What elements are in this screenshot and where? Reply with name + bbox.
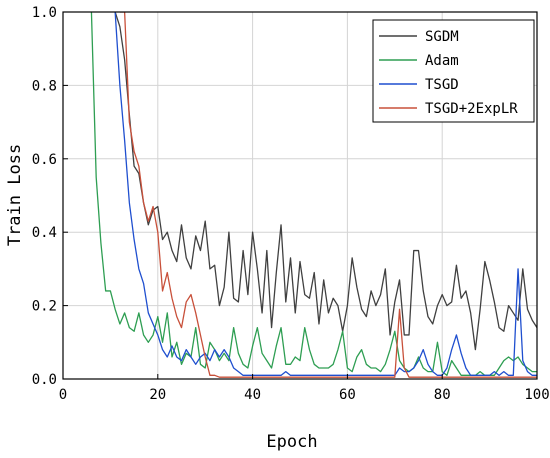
x-tick-label: 60 [339,387,356,403]
legend-box [372,19,535,123]
x-tick-label: 0 [59,387,67,403]
legend-label-tsgd-2explr: TSGD+2ExpLR [425,101,518,117]
series-line-adam [90,12,537,376]
y-tick-label: 0.4 [32,225,57,241]
legend: SGDM Adam TSGD TSGD+2ExpLR [372,19,535,123]
series-line-tsgd [114,12,537,376]
y-tick-label: 0.8 [32,78,57,94]
axis-ticks: 0 20 40 60 80 100 0.0 0.2 0.4 0.6 0.8 1.0 [32,5,550,403]
y-axis-label: Train Loss [5,144,25,246]
y-tick-label: 0.6 [32,152,57,168]
legend-label-tsgd: TSGD [425,77,459,93]
x-axis-label: Epoch [266,432,317,452]
legend-label-sgdm: SGDM [425,29,459,45]
plot-frame [62,11,538,380]
x-tick-label: 20 [149,387,166,403]
y-tick-label: 0.2 [32,299,57,315]
x-tick-label: 100 [524,387,549,403]
y-tick-label: 0.0 [32,372,57,388]
plot-area [90,12,537,378]
y-tick-label: 1.0 [32,5,57,21]
x-tick-label: 40 [244,387,261,403]
series-line-tsgd-2explr [119,12,537,378]
series-line-sgdm [114,12,537,351]
legend-label-adam: Adam [425,53,459,69]
x-tick-label: 80 [434,387,451,403]
